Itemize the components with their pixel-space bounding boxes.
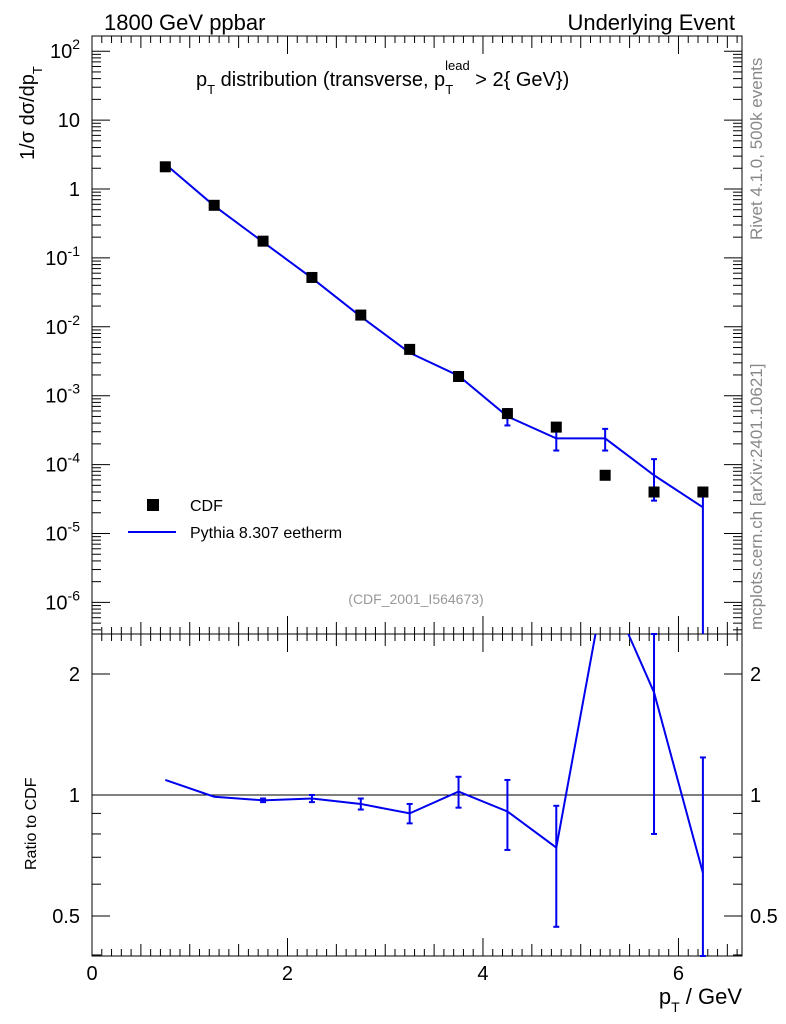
cdf-data-point [404,343,416,355]
ratio-y-axis-label: Ratio to CDF [23,777,40,870]
ratio-y-tick-labels: 0.5 0.5 1 1 2 2 [52,664,778,928]
main-ytick-label: 10 [58,110,80,132]
ratio-ytick-label-right: 1 [750,785,761,807]
cdf-data-point [159,161,171,173]
x-axis-label: pT / GeV [659,984,742,1015]
main-ytick-label: 10-4 [45,450,80,477]
main-y-axis-label: 1/σ dσ/dpT [17,66,45,160]
title-text-1: distribution (transverse, p [215,69,445,91]
legend-label-pythia: Pythia 8.307 eetherm [190,525,342,542]
title-sup-lead: lead [445,58,470,73]
ratio-ytick-label-left: 2 [69,664,80,686]
cdf-data-point [306,271,318,283]
ratio-ytick-label-right: 2 [750,664,761,686]
xlabel-sub-t: T [671,999,680,1015]
main-ytick-label: 1 [69,179,80,201]
cdf-data-point [550,421,562,433]
ratio-ytick-label-left: 0.5 [52,906,80,928]
ylabel-sub-t: T [30,66,45,74]
ytick-exp: -6 [68,587,81,603]
ratio-line [164,634,704,874]
cdf-data-point [257,235,269,247]
data-series [159,161,709,498]
header-left: 1800 GeV ppbar [104,10,265,35]
ytick-base: 10 [45,592,67,614]
cdf-data-point [208,199,220,211]
ytick-base: 10 [45,386,67,408]
xlabel-text: / GeV [680,984,743,1009]
legend: CDF Pythia 8.307 eetherm [128,498,342,542]
mcplots-label: mcplots.cern.ch [arXiv:2401.10621] [747,364,766,630]
xtick-label: 0 [86,963,97,985]
title-sub-t2: T [445,82,453,97]
mc-series [164,163,706,634]
title-text-2: > 2{ GeV}) [470,69,570,91]
main-ytick-label: 10-2 [45,312,80,339]
ylabel-part1: 1/σ dσ/dp [17,74,39,160]
cdf-data-point [697,486,709,498]
title-p: p [196,69,207,91]
ytick-exp: -1 [68,243,81,259]
main-axis-ticks [91,36,742,634]
main-ytick-label: 10-6 [45,587,80,614]
ytick-base: 10 [50,41,72,63]
header-right: Underlying Event [567,10,735,35]
cdf-data-point [501,408,513,420]
x-tick-labels: 0 2 4 6 [86,963,684,985]
cdf-data-point [648,486,660,498]
ratio-axis-ticks [91,634,742,956]
ytick-base: 10 [45,455,67,477]
ratio-ytick-label-left: 1 [69,785,80,807]
ytick-exp: -3 [68,381,81,397]
ytick-exp: -2 [68,312,81,328]
chart-title: pT distribution (transverse, pTlead > 2{… [196,58,569,97]
ytick-base: 10 [45,317,67,339]
legend-marker-cdf [147,499,159,511]
rivet-version-label: Rivet 4.1.0, 500k events [747,58,766,240]
ytick-exp: 2 [72,36,80,52]
main-ytick-label: 10-5 [45,519,80,546]
main-ytick-label: 10-3 [45,381,80,408]
ytick-exp: -5 [68,519,81,535]
xtick-label: 4 [477,963,488,985]
cdf-data-point [453,370,465,382]
ytick-base: 10 [45,248,67,270]
main-ytick-label: 10-1 [45,243,80,270]
main-ytick-label: 102 [50,36,80,63]
ratio-ytick-label-right: 0.5 [750,906,778,928]
xtick-label: 2 [282,963,293,985]
xlabel-p: p [659,984,671,1009]
ytick-exp: -4 [68,450,81,466]
main-panel-frame [91,35,743,635]
xtick-label: 6 [673,963,684,985]
ytick-base: 10 [45,524,67,546]
cdf-data-point [355,309,367,321]
title-sub-t: T [207,82,215,97]
cdf-data-point [599,469,611,481]
analysis-tag: (CDF_2001_I564673) [348,591,483,607]
ratio-series [164,633,706,957]
mc-line [164,163,704,509]
legend-label-cdf: CDF [190,498,223,515]
